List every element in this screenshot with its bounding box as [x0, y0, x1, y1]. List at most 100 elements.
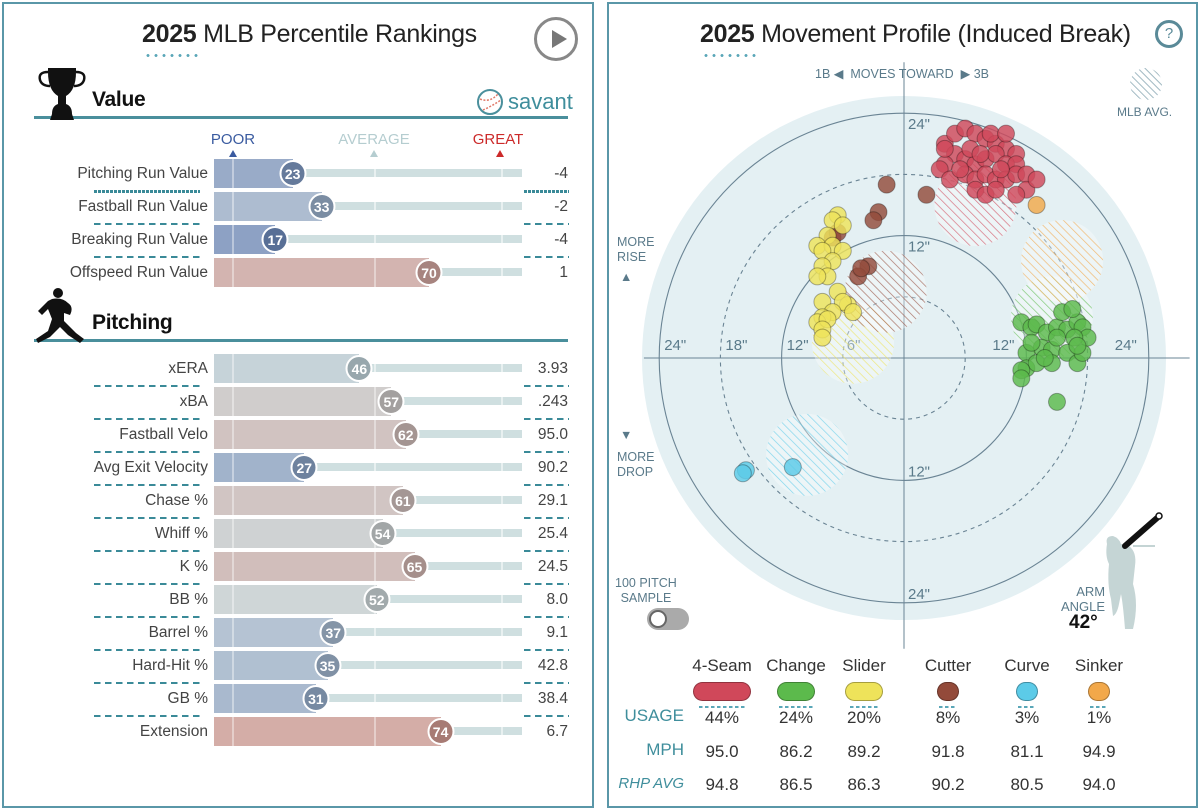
- track-tick: [501, 694, 503, 702]
- percentile-row[interactable]: GB % 31 38.4: [4, 684, 596, 716]
- pitch-color-swatch: [1016, 682, 1038, 701]
- metric-value: -2: [554, 198, 568, 215]
- section-title-value: Value: [92, 88, 146, 111]
- metric-label: Barrel %: [148, 624, 208, 641]
- row-separator: [524, 190, 569, 193]
- pitcher-icon: [36, 288, 84, 343]
- track-tick: [501, 727, 503, 735]
- track-tick: [501, 496, 503, 504]
- percentile-bar: [214, 453, 305, 482]
- row-separator: [94, 451, 200, 453]
- percentile-track: [382, 529, 522, 537]
- track-tick: [501, 595, 503, 603]
- percentile-row[interactable]: K % 65 24.5: [4, 552, 596, 584]
- pitch-point-curve: [783, 458, 802, 477]
- ring-label-24-left: 24": [664, 337, 686, 354]
- metric-value: 90.2: [537, 459, 568, 476]
- percentile-row[interactable]: Breaking Run Value 17 -4: [4, 225, 596, 257]
- savant-logo[interactable]: savant: [476, 88, 573, 116]
- percentile-track: [391, 397, 522, 405]
- pitch-color-swatch: [845, 682, 883, 701]
- row-separator: [94, 649, 200, 651]
- play-icon[interactable]: [534, 17, 578, 61]
- mlb-avg-hatch-icon: [1130, 68, 1162, 100]
- row-separator: [94, 256, 200, 258]
- track-tick: [501, 268, 503, 276]
- metric-label: Extension: [139, 723, 208, 740]
- section-rule: [34, 116, 568, 119]
- track-tick: [374, 235, 376, 243]
- pitch-usage: 1%: [1086, 708, 1112, 727]
- row-separator: [524, 451, 569, 453]
- pitch-color-swatch: [937, 682, 959, 701]
- metric-value: 95.0: [537, 426, 568, 443]
- row-separator: [94, 550, 200, 552]
- mlb-avg-sinker: [1021, 220, 1104, 303]
- percentile-track: [292, 169, 522, 177]
- percentile-row[interactable]: BB % 52 8.0: [4, 585, 596, 617]
- percentile-badge: 54: [369, 520, 397, 547]
- row-separator: [524, 715, 569, 717]
- percentile-row[interactable]: Chase % 61 29.1: [4, 486, 596, 518]
- track-tick: [374, 694, 376, 702]
- legend-row-head-usage: USAGE: [624, 706, 684, 725]
- percentile-row[interactable]: Pitching Run Value 23 -4: [4, 159, 596, 191]
- metric-value: 6.7: [546, 723, 568, 740]
- percentile-badge: 17: [261, 226, 289, 253]
- percentile-row[interactable]: Extension 74 6.7: [4, 717, 596, 749]
- bar-gridline: [232, 651, 234, 680]
- arm-angle-value: 42°: [1069, 612, 1098, 633]
- percentile-badge: 35: [314, 652, 341, 679]
- bar-gridline: [232, 552, 234, 581]
- percentile-row[interactable]: Avg Exit Velocity 27 90.2: [4, 453, 596, 485]
- pitch-point-change: [1035, 349, 1054, 367]
- pitch-point-slider: [813, 328, 832, 347]
- percentile-row[interactable]: xBA 57 .243: [4, 387, 596, 419]
- toggle-knob: [649, 610, 667, 628]
- percentile-bar: [214, 354, 360, 383]
- movement-profile-panel: 24"18"12"6"12"24"24"12"12"24" 2025 Movem…: [607, 2, 1198, 808]
- pitch-rhp-avg: 80.5: [1010, 775, 1044, 794]
- percentile-row[interactable]: Fastball Run Value 33 -2: [4, 192, 596, 224]
- pitch-rhp-avg: 86.3: [847, 775, 881, 794]
- metric-value: .243: [537, 393, 568, 410]
- percentile-bar: [214, 585, 377, 614]
- bar-gridline: [232, 717, 234, 746]
- percentile-row[interactable]: Barrel % 37 9.1: [4, 618, 596, 650]
- direction-1b: 1B: [815, 67, 831, 81]
- track-tick: [501, 661, 503, 669]
- pitch-legend: USAGE MPH RHP AVG 4-Seam 44% 95.0 94.8 Change 24…: [609, 652, 1200, 802]
- percentile-track: [327, 661, 522, 669]
- pitch-mph: 95.0: [705, 742, 739, 761]
- percentile-bar: [214, 717, 441, 746]
- pitch-point-change: [1022, 333, 1041, 352]
- pitch-mph: 86.2: [779, 742, 813, 761]
- title-underline-dots: [702, 54, 756, 57]
- pitch-point-cutter: [864, 211, 883, 230]
- help-icon[interactable]: ?: [1155, 20, 1183, 48]
- pitch-rhp-avg: 94.8: [705, 775, 739, 794]
- row-separator: [94, 682, 200, 684]
- percentile-bar: [214, 684, 316, 713]
- percentile-track: [405, 430, 522, 438]
- pitch-rhp-avg: 94.0: [1082, 775, 1116, 794]
- percentile-row[interactable]: Offspeed Run Value 70 1: [4, 258, 596, 290]
- percentile-row[interactable]: Fastball Velo 62 95.0: [4, 420, 596, 452]
- sample-toggle[interactable]: [647, 608, 689, 630]
- bar-gridline: [374, 552, 376, 581]
- pitch-point-4-seam: [991, 160, 1010, 179]
- percentile-row[interactable]: Whiff % 54 25.4: [4, 519, 596, 551]
- metric-label: Avg Exit Velocity: [93, 459, 208, 476]
- scale-poor-label: POOR: [210, 131, 256, 148]
- title-underline-dots: [144, 54, 198, 57]
- direction-moves-toward: MOVES TOWARD: [850, 67, 954, 81]
- percentile-row[interactable]: Hard-Hit % 35 42.8: [4, 651, 596, 683]
- pitch-point-4-seam: [1027, 170, 1046, 189]
- bar-gridline: [232, 192, 234, 221]
- pitch-mph: 81.1: [1010, 742, 1044, 761]
- metric-value: 25.4: [537, 525, 568, 542]
- row-separator: [524, 517, 569, 519]
- pitch-point-slider: [844, 303, 862, 322]
- percentile-row[interactable]: xERA 46 3.93: [4, 354, 596, 386]
- percentile-bar: [214, 387, 392, 416]
